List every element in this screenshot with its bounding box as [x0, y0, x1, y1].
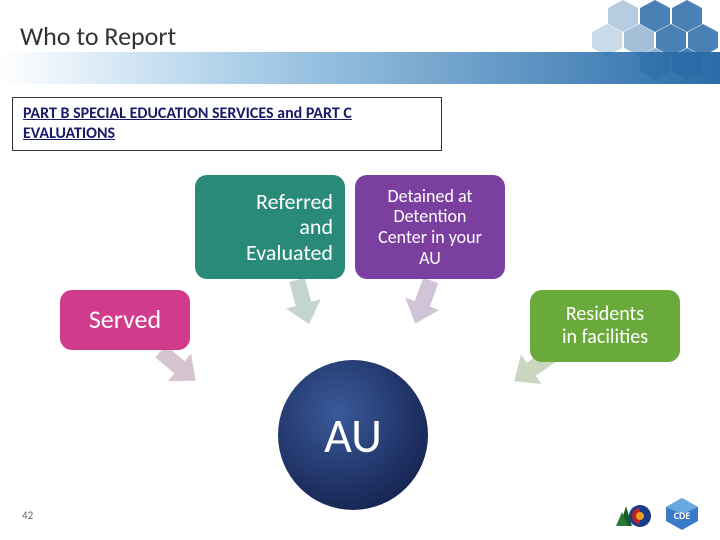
node-served: Served [60, 290, 190, 350]
hex-pattern-decoration [420, 0, 720, 90]
cde-logo-text: CDE [674, 509, 691, 522]
node-residents: Residents in facilities [530, 290, 680, 362]
central-au-circle: AU [278, 360, 428, 510]
node-detained-label: Detained at Detention Center in your AU [378, 186, 482, 269]
node-referred-label: Referred and Evaluated [246, 189, 333, 265]
subtitle-box: PART B SPECIAL EDUCATION SERVICES and PA… [12, 97, 442, 151]
arrow-referred [280, 275, 327, 329]
node-residents-label: Residents in facilities [562, 303, 648, 349]
node-referred: Referred and Evaluated [195, 175, 345, 279]
page-number: 42 [22, 509, 33, 522]
colorado-logo-icon [612, 496, 652, 530]
arrow-detained [398, 274, 448, 330]
node-served-label: Served [89, 305, 161, 335]
cde-logo-icon: CDE [662, 496, 702, 530]
footer-logos: CDE [612, 496, 702, 530]
node-detained: Detained at Detention Center in your AU [355, 175, 505, 279]
central-au-label: AU [324, 406, 382, 465]
page-title: Who to Report [20, 20, 176, 52]
